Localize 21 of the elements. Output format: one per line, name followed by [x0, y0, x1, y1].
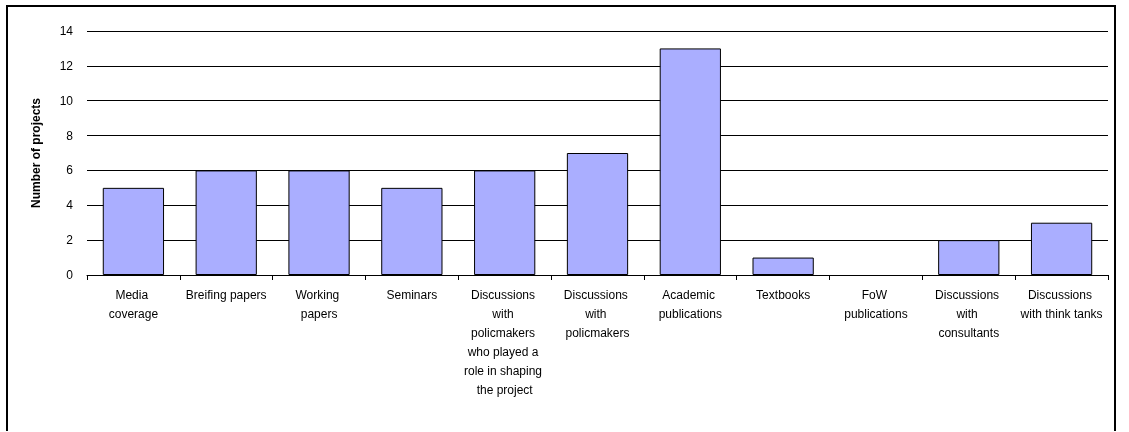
y-tick-label: 12: [59, 58, 74, 73]
x-tick-label: Working papers: [295, 287, 343, 321]
bar: [752, 257, 814, 275]
y-tick-label: 2: [66, 233, 74, 248]
y-tick-label: 14: [59, 24, 74, 38]
x-tick-label: Discussions with consultants: [935, 287, 1003, 340]
x-tick-label: Discussions with policmakers who played a role in shaping the project: [463, 287, 546, 397]
x-tick-label: Textbooks: [756, 287, 811, 302]
x-tick-label: Breifing papers: [185, 287, 267, 302]
y-tick-label: 0: [66, 268, 74, 282]
y-tick-label: 4: [66, 198, 74, 213]
x-tick-label: Seminars: [386, 287, 438, 302]
x-tick-label: Academic publications: [658, 287, 723, 321]
y-tick-label: 10: [59, 93, 74, 108]
x-tick-label: FoW publications: [844, 287, 908, 321]
y-tick-label: 6: [66, 163, 74, 178]
y-tick-label: 8: [66, 128, 74, 143]
x-tick-label: Media coverage: [108, 287, 159, 321]
y-axis-title: Number of projects: [29, 97, 43, 209]
x-tick-label: Discussions with policmakers: [563, 287, 632, 340]
x-tick-label: Discussions with think tanks: [1019, 287, 1103, 321]
